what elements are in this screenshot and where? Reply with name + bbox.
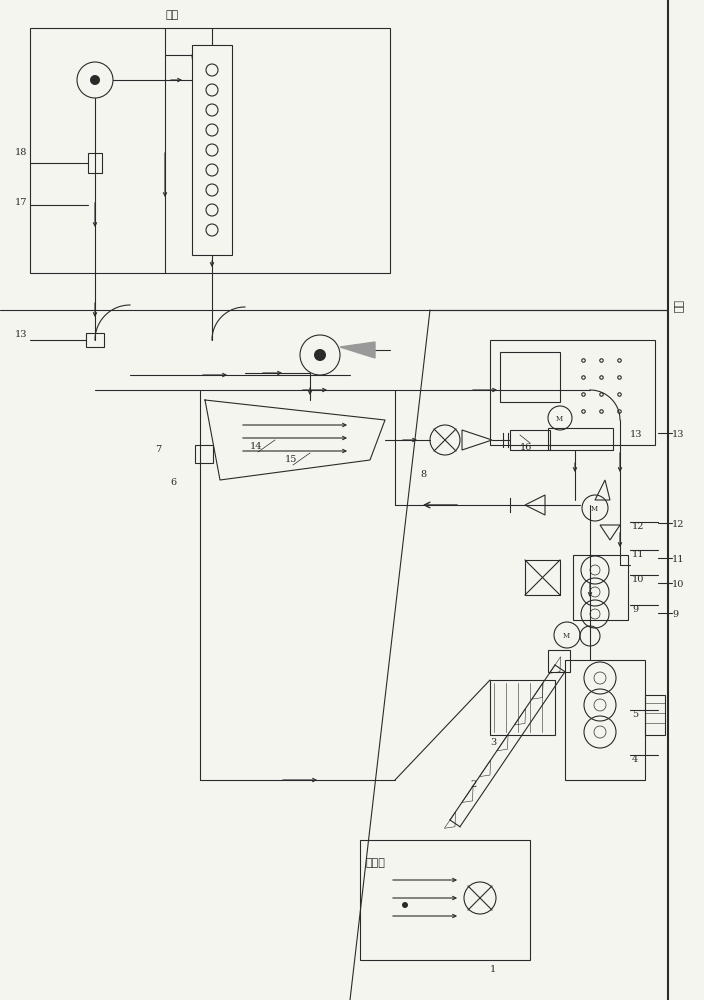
Text: 11: 11 (672, 555, 684, 564)
Bar (573, 555, 628, 620)
Bar (548, 650, 570, 672)
Bar (525, 560, 560, 595)
Circle shape (402, 902, 408, 908)
Text: 12: 12 (672, 520, 684, 529)
Text: 10: 10 (672, 580, 684, 589)
Bar (195, 445, 213, 463)
Circle shape (314, 349, 326, 361)
Bar (565, 660, 645, 780)
Bar (88, 153, 102, 173)
Bar (192, 45, 232, 255)
Text: 11: 11 (632, 550, 644, 559)
Bar (645, 695, 665, 735)
Text: 13: 13 (15, 330, 27, 339)
Polygon shape (340, 342, 375, 358)
Text: 3: 3 (490, 738, 496, 747)
Text: 13: 13 (672, 430, 684, 439)
Text: 18: 18 (15, 148, 27, 157)
Text: 12: 12 (632, 522, 644, 531)
Text: 2: 2 (470, 780, 476, 789)
Bar (548, 428, 613, 450)
Text: 9: 9 (632, 605, 638, 614)
Text: 15: 15 (285, 455, 297, 464)
Text: 9: 9 (672, 610, 678, 619)
Bar (30, 28, 390, 273)
Text: 平台: 平台 (165, 10, 178, 20)
Bar (510, 430, 550, 450)
Text: 8: 8 (420, 470, 426, 479)
Text: 地面: 地面 (672, 300, 682, 313)
Text: 16: 16 (520, 443, 532, 452)
Bar (360, 840, 530, 960)
Text: 1: 1 (490, 965, 496, 974)
Text: M: M (556, 415, 563, 423)
Text: 6: 6 (170, 478, 176, 487)
Circle shape (90, 75, 100, 85)
Text: 17: 17 (15, 198, 27, 207)
Text: 4: 4 (632, 755, 639, 764)
Bar (490, 680, 555, 735)
Bar (86, 333, 104, 347)
Bar (490, 340, 655, 445)
Text: M: M (591, 505, 598, 513)
Text: M: M (563, 632, 570, 640)
Text: 5: 5 (632, 710, 638, 719)
Text: 13: 13 (630, 430, 643, 439)
Text: 14: 14 (250, 442, 263, 451)
Text: 吸附剂: 吸附剂 (365, 858, 385, 868)
Text: 7: 7 (155, 445, 161, 454)
Text: 10: 10 (632, 575, 644, 584)
Bar (500, 352, 560, 402)
